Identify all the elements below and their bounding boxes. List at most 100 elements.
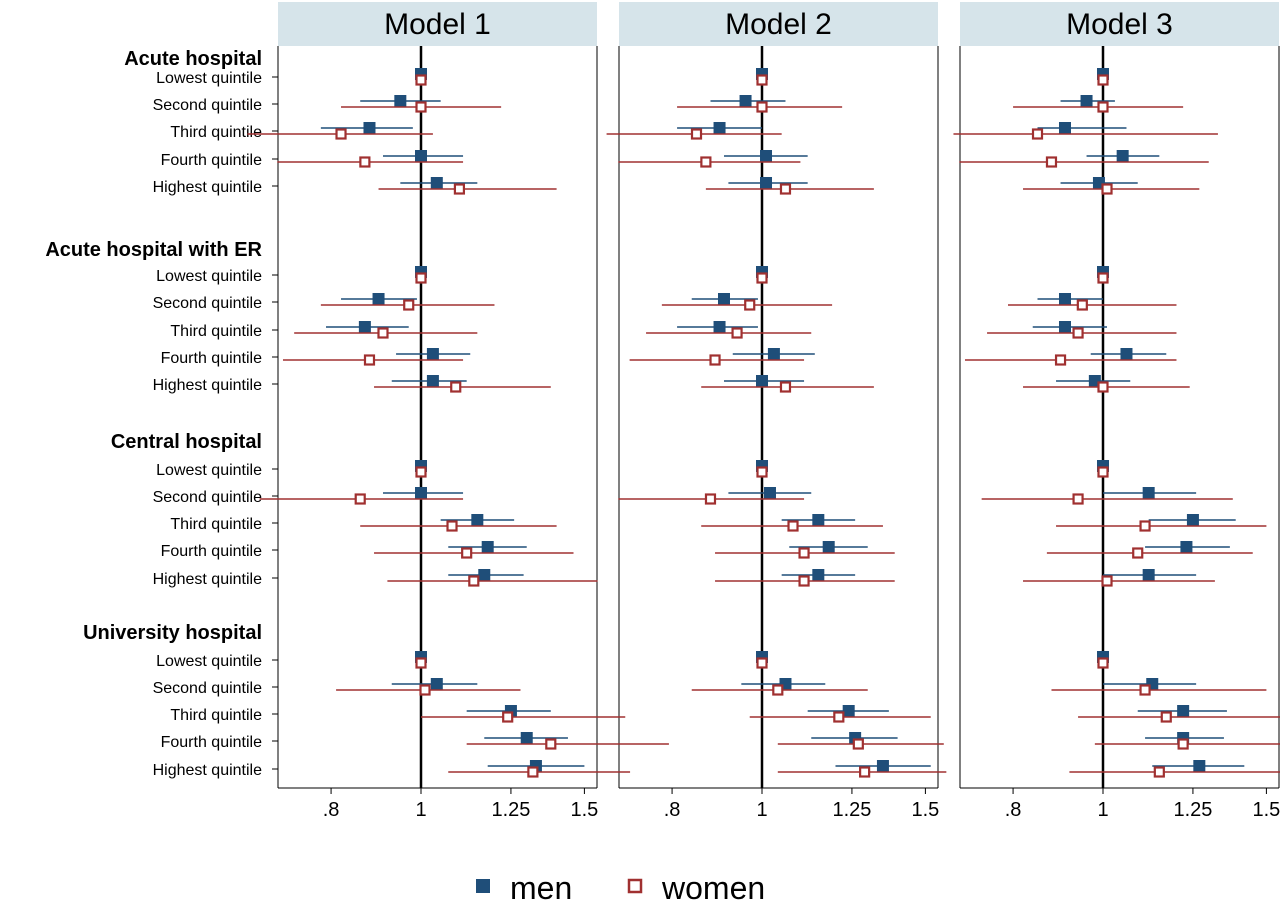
row-label: Lowest quintile	[156, 70, 262, 87]
men-estimate-marker	[1058, 321, 1071, 333]
panel-header	[960, 2, 1279, 46]
men-estimate-marker	[1058, 293, 1071, 305]
x-tick-label: 1	[415, 799, 426, 821]
panel-header	[619, 2, 938, 46]
men-estimate-marker	[430, 678, 443, 690]
women-estimate-marker	[798, 575, 810, 587]
men-estimate-marker	[763, 487, 776, 499]
women-estimate-marker	[859, 766, 871, 778]
row-label: Highest quintile	[153, 377, 263, 394]
men-estimate-marker	[1058, 122, 1071, 134]
women-estimate-marker	[453, 183, 466, 195]
women-estimate-marker	[1132, 547, 1144, 559]
x-tick-label: 1.5	[570, 799, 598, 821]
panel-title: Model 3	[1066, 8, 1173, 41]
men-estimate-marker	[372, 293, 385, 305]
women-estimate-marker	[1097, 101, 1109, 113]
row-label: Third quintile	[170, 124, 262, 141]
group-label: Acute hospital	[124, 48, 262, 70]
row-label: Fourth quintile	[161, 350, 262, 367]
women-estimate-marker	[1054, 354, 1067, 366]
women-estimate-marker	[461, 547, 473, 559]
legend-label-men: men	[510, 870, 572, 902]
row-label: Second quintile	[153, 295, 263, 312]
row-label: Second quintile	[153, 97, 263, 114]
women-estimate-marker	[1076, 299, 1088, 311]
women-estimate-marker	[1097, 466, 1109, 478]
x-tick-label: .8	[664, 799, 681, 821]
men-estimate-marker	[394, 95, 407, 107]
men-estimate-marker	[1142, 487, 1155, 499]
women-estimate-marker	[1153, 766, 1165, 778]
men-estimate-marker	[1177, 705, 1190, 717]
panel-title: Model 2	[725, 8, 832, 41]
women-estimate-marker	[1160, 711, 1172, 723]
row-label: Third quintile	[170, 707, 262, 724]
women-estimate-marker	[833, 711, 845, 723]
women-estimate-marker	[415, 101, 427, 113]
women-estimate-marker	[363, 354, 376, 366]
women-estimate-marker	[852, 738, 864, 750]
women-estimate-marker	[1177, 738, 1189, 750]
group-label: Central hospital	[111, 431, 262, 453]
x-tick-label: 1.25	[491, 799, 530, 821]
women-estimate-marker	[1072, 327, 1084, 339]
women-estimate-marker	[709, 354, 721, 366]
men-estimate-marker	[1193, 760, 1206, 772]
row-label: Lowest quintile	[156, 268, 262, 285]
women-estimate-marker	[1139, 684, 1151, 696]
women-estimate-marker	[1031, 128, 1044, 140]
women-estimate-marker	[527, 766, 539, 778]
row-label: Lowest quintile	[156, 653, 262, 670]
men-estimate-marker	[363, 122, 376, 134]
row-label: Highest quintile	[153, 179, 263, 196]
men-estimate-marker	[760, 177, 773, 189]
women-estimate-marker	[1072, 493, 1084, 505]
men-estimate-marker	[717, 293, 730, 305]
women-estimate-marker	[756, 657, 768, 669]
row-label: Lowest quintile	[156, 462, 262, 479]
women-estimate-marker	[690, 128, 703, 140]
x-tick-label: 1.25	[1173, 799, 1212, 821]
men-estimate-marker	[812, 514, 825, 526]
women-estimate-marker	[1101, 183, 1113, 195]
women-estimate-marker	[415, 657, 427, 669]
row-label: Second quintile	[153, 680, 263, 697]
row-label: Highest quintile	[153, 571, 263, 588]
men-estimate-marker	[760, 150, 773, 162]
women-estimate-marker	[756, 272, 768, 284]
men-estimate-marker	[471, 514, 484, 526]
women-estimate-marker	[798, 547, 810, 559]
women-estimate-marker	[446, 520, 458, 532]
men-estimate-marker	[430, 177, 443, 189]
x-tick-label: 1	[1097, 799, 1108, 821]
women-estimate-marker	[1097, 657, 1109, 669]
row-label: Fourth quintile	[161, 734, 262, 751]
women-estimate-marker	[415, 466, 427, 478]
row-label: Highest quintile	[153, 762, 263, 779]
men-estimate-marker	[426, 375, 439, 387]
row-label: Second quintile	[153, 489, 263, 506]
women-estimate-marker	[779, 183, 792, 195]
women-estimate-marker	[744, 299, 756, 311]
men-estimate-marker	[358, 321, 371, 333]
panel-header	[278, 2, 597, 46]
women-estimate-marker	[1097, 381, 1109, 393]
group-label: University hospital	[83, 622, 262, 644]
x-tick-label: 1.25	[832, 799, 871, 821]
women-estimate-marker	[415, 272, 427, 284]
men-estimate-marker	[822, 541, 835, 553]
women-estimate-marker	[468, 575, 480, 587]
women-estimate-marker	[354, 493, 366, 505]
women-estimate-marker	[787, 520, 799, 532]
women-estimate-marker	[1097, 272, 1109, 284]
x-tick-label: .8	[1005, 799, 1022, 821]
legend-label-women: women	[661, 870, 765, 902]
x-tick-label: 1.5	[1252, 799, 1280, 821]
x-tick-label: 1.5	[911, 799, 939, 821]
men-estimate-marker	[842, 705, 855, 717]
women-estimate-marker	[756, 101, 768, 113]
women-estimate-marker	[502, 711, 514, 723]
men-estimate-marker	[876, 760, 889, 772]
women-estimate-marker	[704, 493, 717, 505]
